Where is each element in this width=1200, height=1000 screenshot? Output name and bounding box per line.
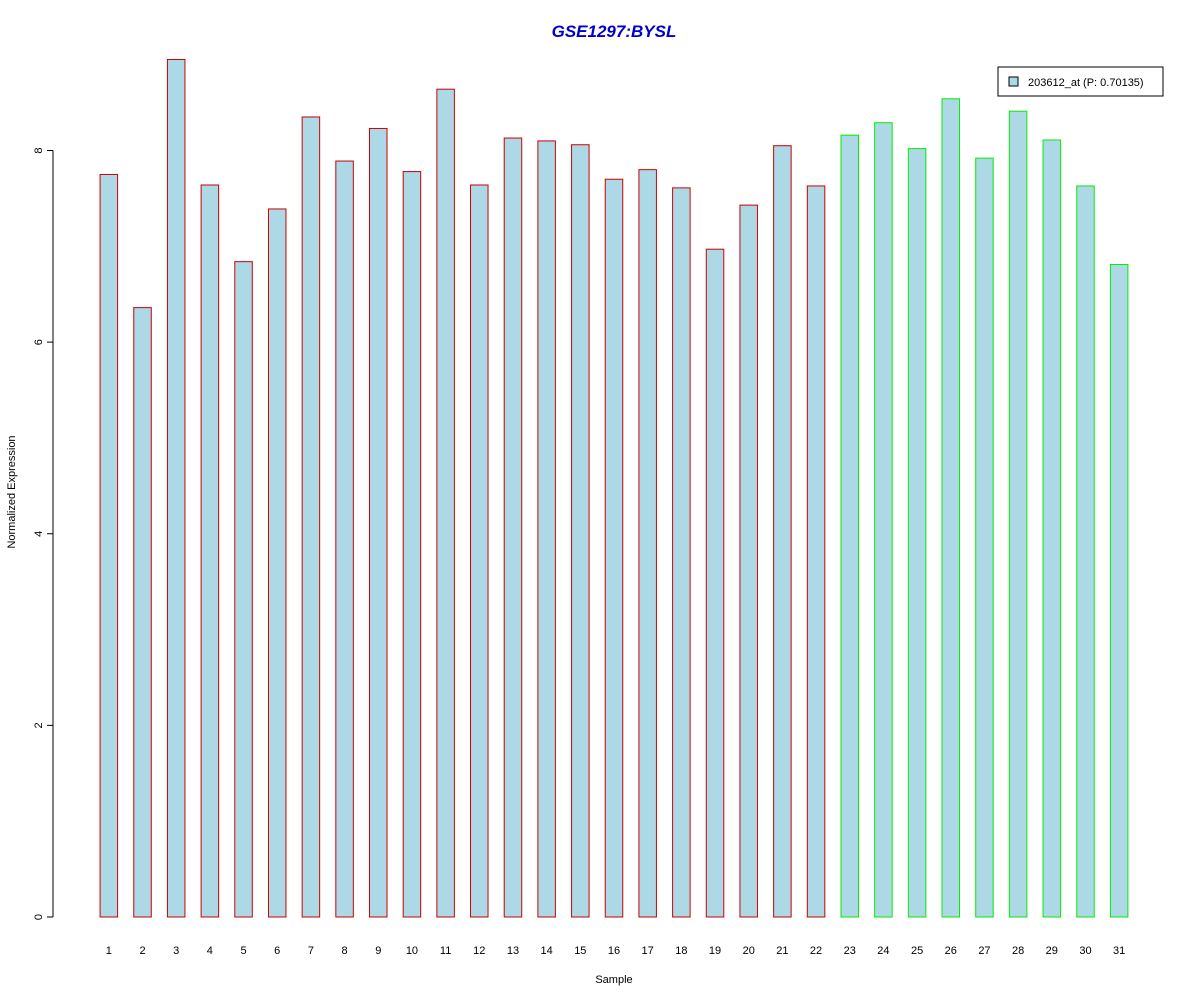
bar-sample-2 (133, 307, 152, 918)
x-tick-label: 9 (375, 945, 381, 957)
x-tick-label: 27 (978, 945, 990, 957)
y-tick-label: 0 (33, 914, 45, 920)
legend-label: 203612_at (P: 0.70135) (1028, 77, 1144, 89)
chart-title: GSE1297:BYSL (552, 22, 677, 41)
bar-sample-19 (705, 248, 725, 918)
x-tick-label: 30 (1079, 945, 1091, 957)
x-tick-label: 14 (541, 945, 553, 957)
legend-box (997, 66, 1164, 97)
bars-group (99, 58, 1129, 918)
bar-sample-15 (571, 144, 590, 918)
bar-sample-11 (436, 88, 455, 918)
x-tick-label: 20 (743, 945, 755, 957)
bar-sample-14 (537, 140, 556, 918)
legend-swatch (1008, 76, 1019, 87)
bar-sample-18 (672, 187, 691, 918)
x-tick-label: 16 (608, 945, 620, 957)
bar-sample-1 (99, 173, 119, 918)
x-tick-label: 24 (877, 945, 889, 957)
x-tick-label: 26 (945, 945, 957, 957)
bar-sample-28 (1008, 110, 1028, 918)
x-tick-label: 13 (507, 945, 519, 957)
x-tick-label: 29 (1046, 945, 1058, 957)
x-tick-label: 10 (406, 945, 418, 957)
bar-sample-12 (470, 184, 489, 918)
x-tick-label: 8 (342, 945, 348, 957)
y-tick-label: 6 (33, 339, 45, 345)
y-tick-label: 8 (33, 147, 45, 153)
bar-sample-3 (166, 58, 186, 918)
x-tick-label: 28 (1012, 945, 1024, 957)
bar-sample-9 (369, 127, 388, 918)
bar-sample-5 (234, 261, 253, 918)
bar-sample-26 (941, 98, 961, 918)
x-axis-label: Sample (595, 974, 632, 986)
bar-sample-30 (1076, 185, 1095, 918)
x-tick-label: 12 (473, 945, 485, 957)
x-tick-label: 4 (207, 945, 213, 957)
bar-sample-21 (773, 145, 792, 918)
bar-sample-27 (975, 157, 994, 918)
bar-sample-13 (503, 137, 523, 918)
x-tick-label: 19 (709, 945, 721, 957)
x-tick-label: 31 (1113, 945, 1125, 957)
legend: 203612_at (P: 0.70135) (997, 66, 1164, 97)
bar-sample-6 (267, 208, 287, 918)
x-tick-label: 2 (139, 945, 145, 957)
bar-sample-29 (1042, 139, 1062, 918)
x-tick-label: 7 (308, 945, 314, 957)
bar-sample-23 (840, 134, 859, 918)
x-tick-label: 11 (440, 945, 451, 957)
bar-sample-22 (806, 185, 826, 918)
x-tick-label: 5 (240, 945, 246, 957)
bar-sample-25 (907, 148, 927, 918)
bar-sample-17 (638, 169, 657, 918)
x-tick-label: 17 (642, 945, 654, 957)
bar-sample-10 (402, 171, 422, 918)
x-tick-label: 25 (911, 945, 923, 957)
x-tick-label: 15 (574, 945, 586, 957)
x-tick-label: 1 (106, 945, 112, 957)
y-axis-label: Normalized Expression (6, 435, 18, 548)
bar-sample-8 (335, 160, 354, 918)
y-axis: 0 2 4 6 8 (33, 147, 54, 920)
x-tick-label: 3 (173, 945, 179, 957)
bar-sample-20 (739, 204, 758, 918)
y-tick-label: 2 (33, 722, 45, 728)
x-tick-label: 23 (844, 945, 856, 957)
y-tick-label: 4 (33, 531, 45, 537)
x-tick-label: 6 (274, 945, 280, 957)
bar-sample-4 (200, 184, 220, 918)
bar-sample-16 (604, 178, 624, 918)
bar-sample-24 (874, 122, 893, 918)
bar-sample-31 (1109, 264, 1129, 918)
bar-sample-7 (301, 116, 321, 918)
x-tick-label: 21 (776, 945, 788, 957)
x-tick-labels: 1 2 3 4 5 6 7 8 9 10 11 12 13 14 15 16 17 18 19 20 21 22 23 24 2… (106, 945, 1126, 957)
x-tick-label: 22 (810, 945, 822, 957)
x-tick-label: 18 (675, 945, 687, 957)
